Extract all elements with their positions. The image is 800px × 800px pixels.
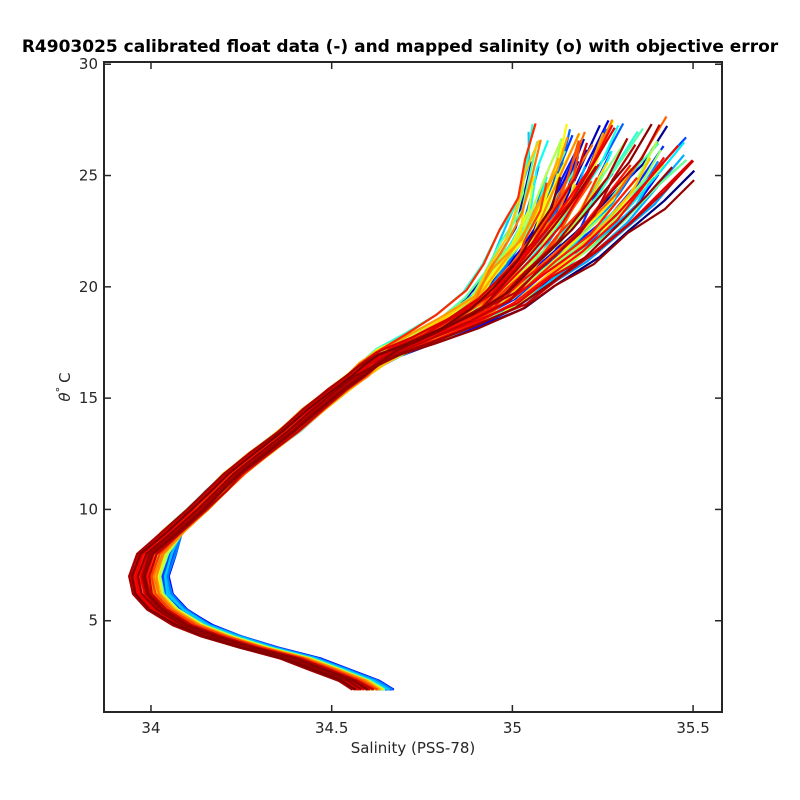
x-axis: 34 34.5 35 35.5 <box>141 62 710 737</box>
x-tick-label: 35.5 <box>676 719 709 737</box>
x-tick-label: 35 <box>503 719 522 737</box>
profile-line <box>143 123 653 691</box>
chart-title: R4903025 calibrated float data (-) and m… <box>22 37 779 57</box>
y-tick-label: 5 <box>88 612 98 630</box>
y-tick-label: 20 <box>79 278 98 296</box>
x-tick-label: 34 <box>141 719 160 737</box>
y-tick-label: 30 <box>79 55 98 73</box>
y-tick-label: 10 <box>79 500 98 518</box>
y-axis-label: θ°C <box>54 372 74 401</box>
plot-frame <box>103 61 723 713</box>
y-tick-label: 15 <box>79 389 98 407</box>
profile-line <box>136 179 695 691</box>
profile-lines <box>128 115 696 691</box>
x-tick-label: 34.5 <box>315 719 348 737</box>
y-tick-label: 25 <box>79 167 98 185</box>
y-axis: 5 10 15 20 25 30 <box>79 55 722 630</box>
x-axis-label: Salinity (PSS-78) <box>351 739 476 757</box>
profile-line <box>148 144 637 691</box>
profile-line <box>130 176 562 691</box>
